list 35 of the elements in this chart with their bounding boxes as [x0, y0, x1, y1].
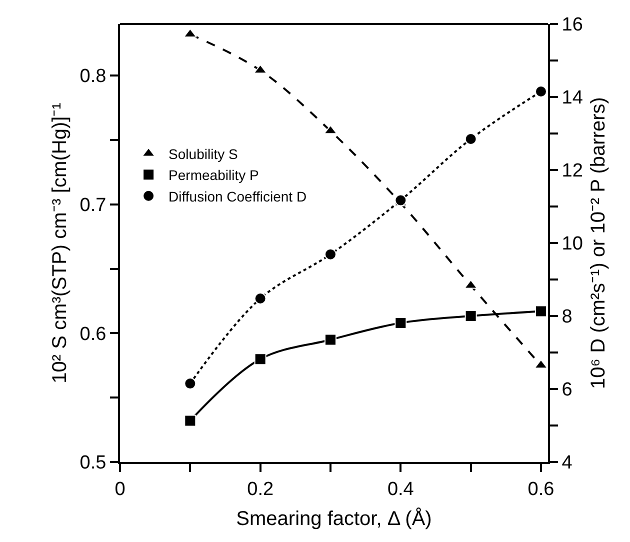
point — [464, 310, 477, 322]
point — [394, 194, 407, 206]
point — [464, 132, 477, 145]
y-axis-title: 10² S cm³(STP) cm⁻³ [cm(Hg)]⁻¹ — [48, 102, 71, 384]
y-tick-label: 0.7 — [80, 195, 106, 216]
point — [394, 316, 407, 329]
y2-tick-label: 4 — [562, 452, 573, 474]
point — [254, 292, 266, 304]
legend-label: Permeability P — [168, 167, 259, 184]
y2-tick-label: 16 — [562, 14, 583, 36]
point — [534, 86, 547, 98]
x-tick-label: 0.2 — [247, 478, 274, 500]
point — [184, 414, 196, 427]
legend-label: Diffusion Coefficient D — [168, 188, 307, 204]
y2-axis-title: 10⁶ D (cm²s⁻¹) or 10⁻² P (barrers) — [587, 97, 610, 389]
point — [184, 378, 196, 390]
y2-tick-label: 14 — [562, 88, 584, 109]
point — [534, 305, 547, 318]
x-tick-label: 0 — [114, 478, 126, 500]
y-tick-label: 0.8 — [80, 66, 106, 88]
y2-tick-label: 6 — [562, 380, 572, 401]
y-tick-label: 0.5 — [80, 452, 106, 474]
point — [324, 248, 336, 260]
x-tick-label: 0.6 — [528, 478, 554, 500]
x-axis-title: Smearing factor, Δ (Å) — [236, 506, 432, 530]
legend-label: Solubility S — [168, 146, 238, 162]
y2-tick-label: 12 — [562, 160, 583, 182]
point — [324, 334, 336, 346]
y-tick-label: 0.6 — [80, 324, 106, 345]
point — [324, 124, 338, 134]
y2-tick-label: 10 — [562, 234, 583, 255]
point — [254, 353, 266, 366]
x-tick-label: 0.4 — [387, 478, 414, 500]
y2-tick-label: 8 — [562, 306, 572, 328]
point — [534, 359, 548, 369]
